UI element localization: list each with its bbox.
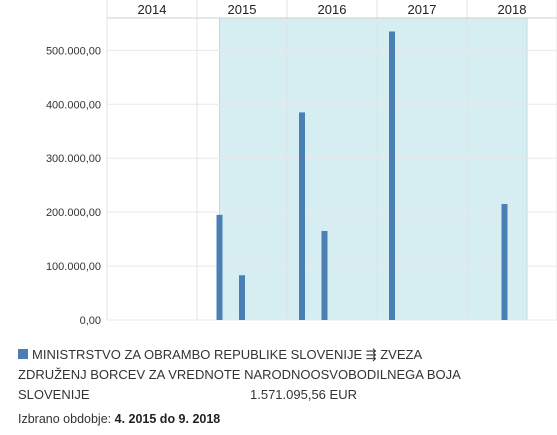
bar	[501, 204, 508, 320]
legend-amount: 1.571.095,56 EUR	[250, 387, 357, 402]
selected-period: Izbrano obdobje: 4. 2015 do 9. 2018	[18, 412, 220, 426]
x-tick-label: 2016	[318, 2, 347, 17]
bar	[216, 214, 223, 320]
bar	[389, 31, 395, 320]
period-value: 4. 2015 do 9. 2018	[114, 412, 221, 426]
y-tick-label: 500.000,00	[46, 45, 101, 57]
y-tick-label: 0,00	[80, 315, 101, 327]
x-tick-label: 2018	[498, 2, 527, 17]
y-tick-label: 100.000,00	[46, 261, 101, 273]
x-tick-label: 2017	[408, 2, 437, 17]
y-tick-label: 300.000,00	[46, 153, 101, 165]
bar-chart: 0,00 100.000,00 200.000,00 300.000,00 400.00…	[46, 0, 557, 327]
y-tick-label: 200.000,00	[46, 207, 101, 219]
x-tick-label: 2015	[228, 2, 257, 17]
bar	[239, 275, 245, 320]
x-tick-label: 2014	[138, 2, 167, 17]
selection-highlight	[219, 17, 528, 321]
legend-swatch	[18, 349, 28, 359]
bar	[299, 112, 305, 320]
legend[interactable]: MINISTRSTVO ZA OBRAMBO REPUBLIKE SLOVENI…	[18, 345, 488, 405]
y-tick-label: 400.000,00	[46, 99, 101, 111]
period-label: Izbrano obdobje:	[18, 412, 112, 426]
legend-label: MINISTRSTVO ZA OBRAMBO REPUBLIKE SLOVENI…	[18, 347, 461, 402]
bar	[321, 231, 328, 320]
